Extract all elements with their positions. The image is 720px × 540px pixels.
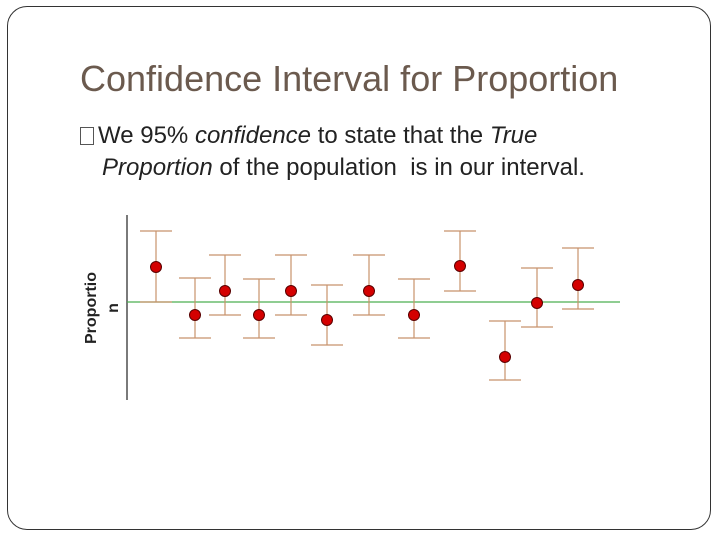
sample-estimate [408, 309, 420, 321]
sample-estimate [572, 279, 584, 291]
text-run: of the population is in our interval. [212, 154, 585, 181]
sample-estimate [253, 309, 265, 321]
sample-estimate [285, 285, 297, 297]
bullet-text: We 95% confidence to state that the True… [80, 120, 700, 184]
sample-estimate [499, 351, 511, 363]
sample-estimate [321, 314, 333, 326]
sample-estimate [531, 297, 543, 309]
sample-estimate [363, 285, 375, 297]
slide-title: Confidence Interval for Proportion [80, 58, 619, 99]
sample-estimate [219, 285, 231, 297]
bullet-glyph [80, 127, 94, 145]
text-run: True [489, 122, 538, 149]
text-run: Proportion [102, 154, 213, 181]
sample-estimate [150, 261, 162, 273]
sample-estimate [189, 309, 201, 321]
y-axis-label: Proportio [83, 272, 100, 344]
text-run: We 95% [98, 122, 195, 149]
text-run: confidence [194, 122, 312, 149]
intervals [140, 230, 594, 381]
slide-frame [7, 6, 711, 530]
text-run: to state that the [311, 122, 490, 149]
sample-estimate [454, 260, 466, 272]
y-axis-label: n [105, 303, 122, 313]
